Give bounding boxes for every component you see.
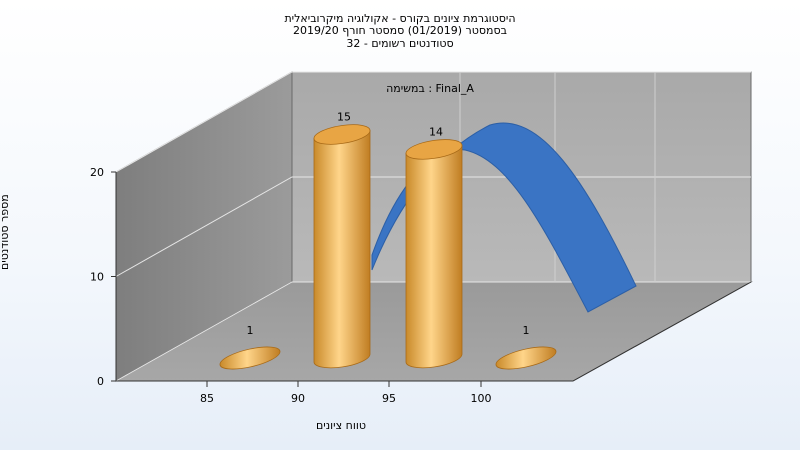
gridline xyxy=(115,71,751,173)
x-tick-label: 90 xyxy=(291,392,305,405)
bar-group: 14 xyxy=(405,125,463,369)
bar-data-label: 1 xyxy=(523,324,530,337)
chart-legend-text: במשימה : Final_A xyxy=(386,82,474,95)
bar-body xyxy=(313,130,371,369)
depth-axis-line xyxy=(572,281,752,382)
bar-group: 1 xyxy=(219,324,281,370)
bar-group: 15 xyxy=(313,111,371,369)
y-tick-label: 20 xyxy=(90,166,104,179)
chart-title-line-3: סטודנטים רשומים - 32 xyxy=(346,37,454,50)
chart-title-line-2: בסמסטר (01/2019) סמסטר חורף 2019/20 xyxy=(293,24,507,37)
x-axis-label: טווח ציונים xyxy=(316,419,366,432)
y-tick-label: 0 xyxy=(97,375,104,388)
bar-body xyxy=(405,145,463,369)
bar-top xyxy=(405,139,463,160)
x-tick-label: 100 xyxy=(471,392,492,405)
y-axis-label: מספר סטודנטים xyxy=(0,194,11,270)
bar-data-label: 15 xyxy=(337,111,351,124)
x-tick-label: 95 xyxy=(382,392,396,405)
x-tick-label: 85 xyxy=(200,392,214,405)
bar-flat xyxy=(495,346,557,370)
bar-data-label: 14 xyxy=(429,125,443,138)
y-tick-label: 10 xyxy=(90,271,104,284)
gridline xyxy=(115,176,751,277)
bar-flat xyxy=(219,346,281,370)
bar-data-label: 1 xyxy=(247,324,254,337)
bar-top xyxy=(313,124,371,145)
bar-group: 1 xyxy=(495,324,557,370)
chart-title-line-1: היסטוגרמת ציונים בקורס - אקולוגיה מיקרוב… xyxy=(284,12,516,25)
